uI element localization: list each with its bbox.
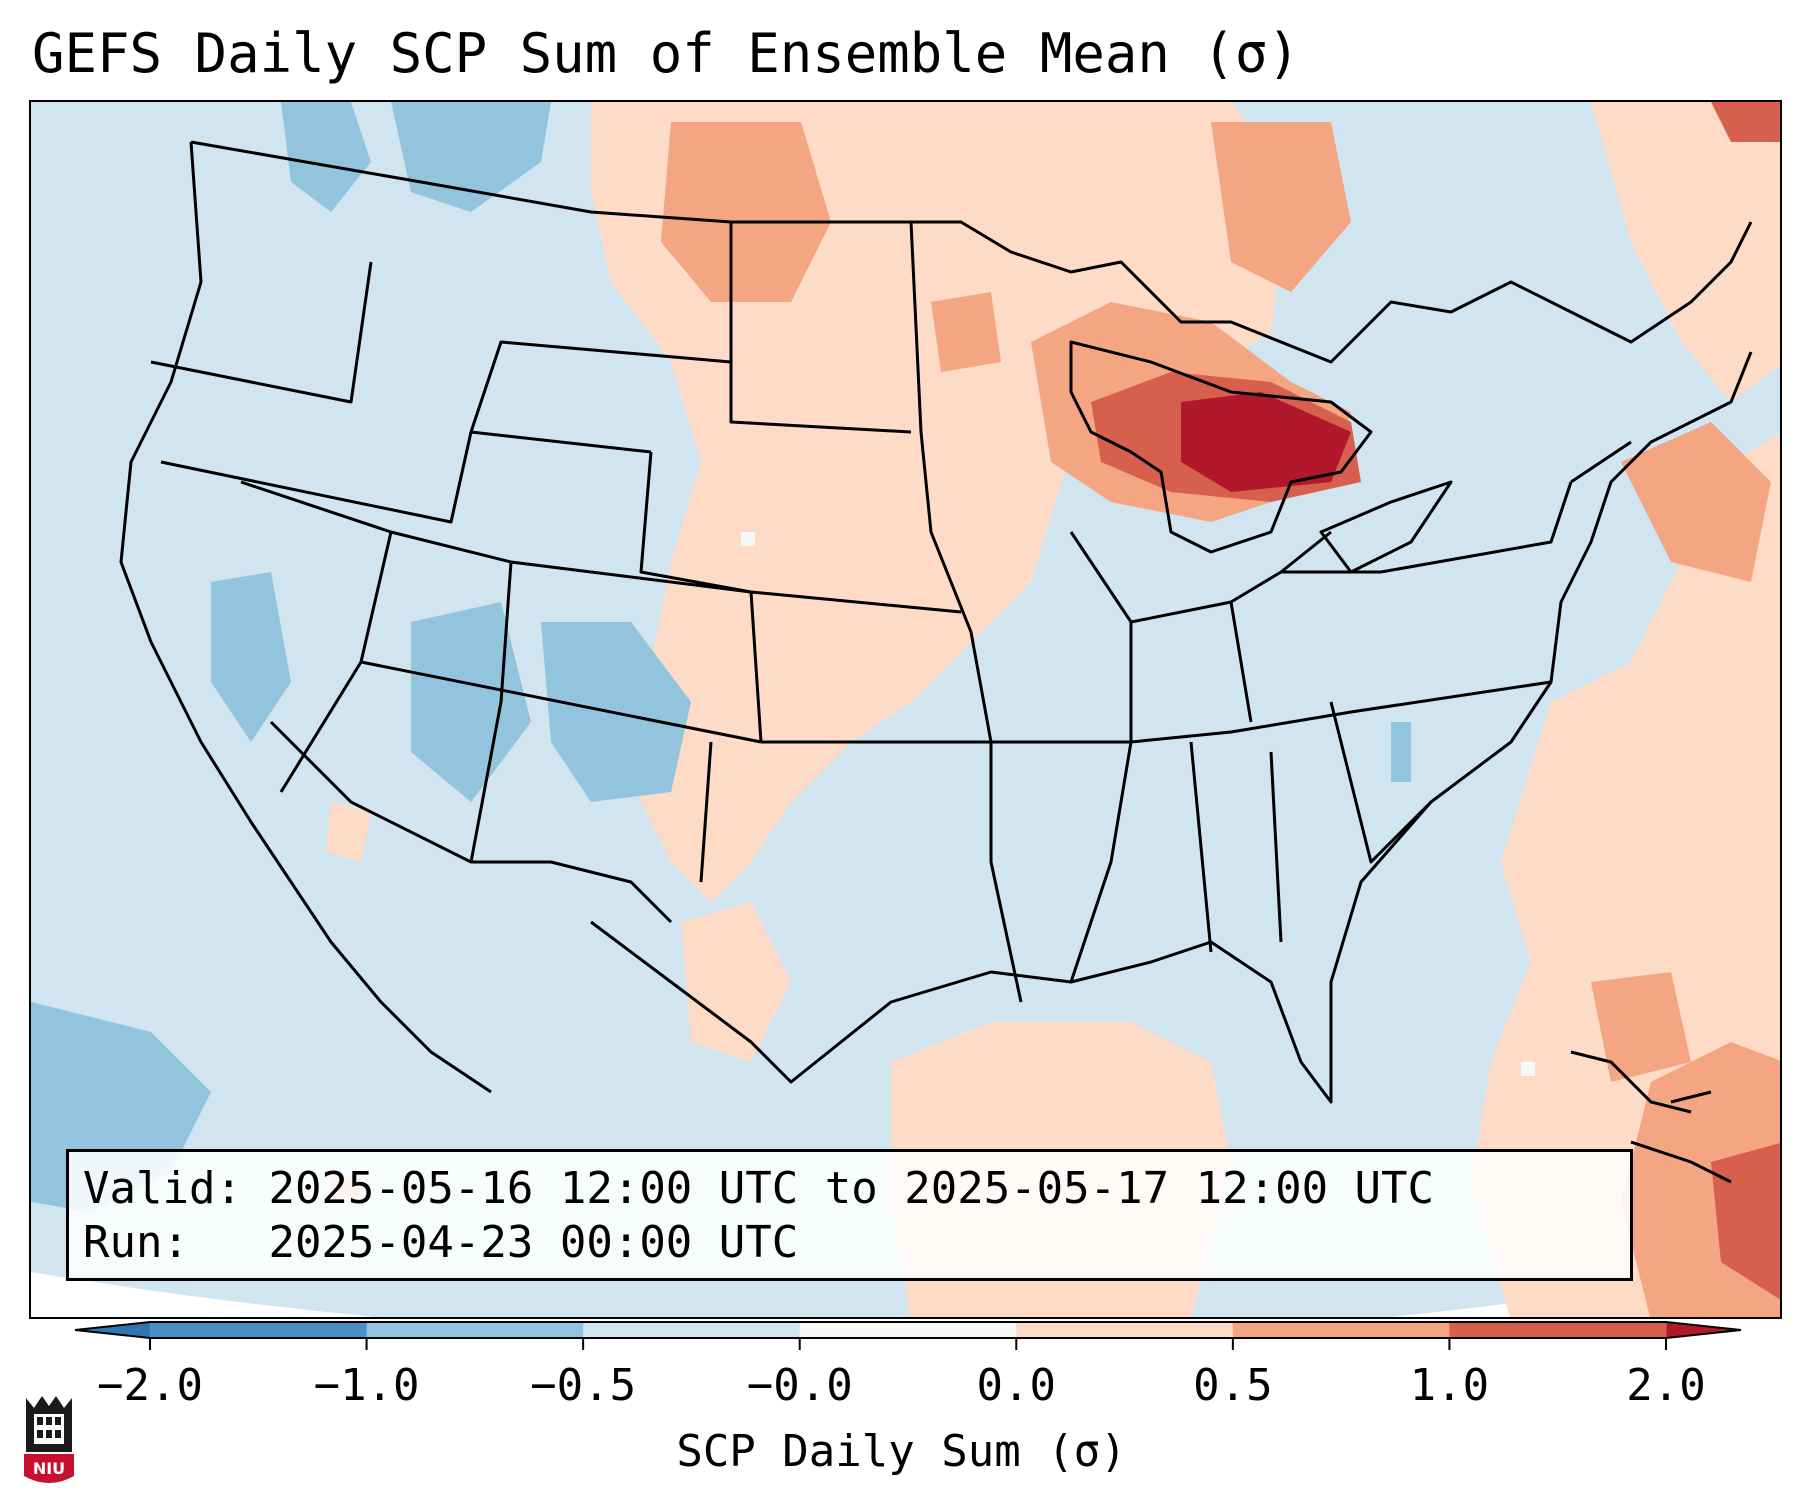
colorbar-bin [1232,1322,1450,1338]
extreme-positive-regions [1181,392,1351,492]
great-lakes [1069,340,1453,574]
state-lines [150,221,1632,1003]
near-zero-cells [741,532,1535,1076]
map-canvas [31,102,1780,1317]
scp-field-background [31,102,1780,1317]
colorbar-tick-label: 0.5 [1193,1360,1272,1411]
colorbar-tick-label: −1.0 [314,1360,420,1411]
colorbar-tick-label: 1.0 [1410,1360,1489,1411]
valid-line: Valid: 2025-05-16 12:00 UTC to 2025-05-1… [83,1162,1630,1216]
pacific-coastline [119,141,492,1094]
colorbar-bin [583,1322,801,1338]
colorbar-tick-label: 0.0 [977,1360,1056,1411]
us-mexico-border [269,720,673,924]
colorbar-tick-label: 2.0 [1626,1360,1705,1411]
colorbar-bin [1449,1322,1667,1338]
political-boundaries [119,140,1753,1104]
caribbean-islands [1570,1050,1732,1184]
run-value: 2025-04-23 00:00 UTC [268,1217,799,1268]
us-canada-border [190,140,1753,364]
run-line: Run: 2025-04-23 00:00 UTC [83,1216,1630,1270]
colorbar-tick-label: −0.0 [747,1360,853,1411]
colorbar: −2.0 −1.0 −0.5 −0.0 0.0 0.5 1.0 2.0 [74,1321,1742,1411]
colorbar-extend-under [75,1322,150,1338]
colorbar-bin [1016,1322,1234,1338]
colorbar-bin [366,1322,584,1338]
valid-value: 2025-05-16 12:00 UTC to 2025-05-17 12:00… [268,1163,1435,1214]
valid-label: Valid: [83,1163,242,1214]
svg-text:NIU: NIU [33,1459,65,1478]
colorbar-extend-over [1666,1322,1741,1338]
colorbar-bin [150,1322,368,1338]
colorbar-bin [799,1322,1017,1338]
niu-logo: NIU [24,1396,74,1483]
chart-title: GEFS Daily SCP Sum of Ensemble Mean (σ) [32,22,1300,85]
valid-run-info-box: Valid: 2025-05-16 12:00 UTC to 2025-05-1… [66,1149,1633,1281]
map-frame [29,100,1782,1319]
colorbar-tick-label: −0.5 [530,1360,636,1411]
colorbar-tick-label: −2.0 [97,1360,203,1411]
gulf-atlantic-coastline [590,351,1753,1104]
colorbar-label: SCP Daily Sum (σ) [676,1426,1127,1477]
run-label: Run: [83,1217,189,1268]
